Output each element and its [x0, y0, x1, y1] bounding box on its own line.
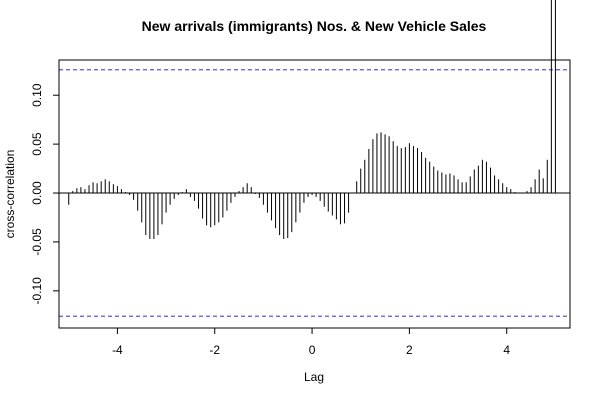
- chart-marks: -4 -2 0 2 4 -0.10 -0.05 0.00 0.05 0.10: [30, 0, 571, 357]
- plot-frame: [58, 59, 571, 329]
- chart-title: New arrivals (immigrants) Nos. & New Veh…: [142, 18, 487, 34]
- x-tick-label: 2: [406, 343, 413, 357]
- x-tick-label: 4: [503, 343, 510, 357]
- y-axis-label: cross-correlation: [3, 150, 17, 239]
- x-tick-label: -4: [112, 343, 123, 357]
- y-tick-label: 0.00: [30, 181, 44, 205]
- y-tick-label: 0.10: [30, 83, 44, 107]
- y-tick-label: -0.05: [30, 228, 44, 256]
- x-tick-label: -2: [209, 343, 220, 357]
- y-tick-label: 0.05: [30, 132, 44, 156]
- x-tick-label: 0: [309, 343, 316, 357]
- x-axis-label: Lag: [304, 370, 324, 384]
- y-tick-label: -0.10: [30, 277, 44, 305]
